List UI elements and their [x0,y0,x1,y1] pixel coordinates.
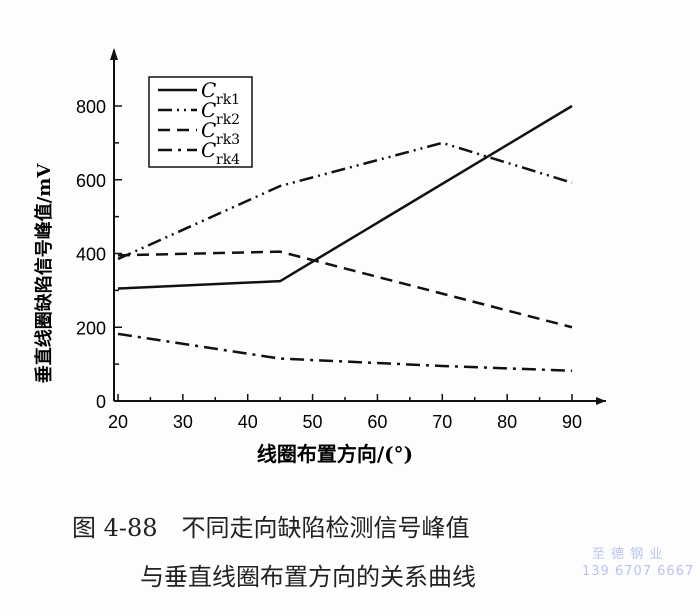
x-tick-label: 20 [108,412,128,432]
x-tick-label: 60 [367,412,387,432]
caption-line-2: 与垂直线圈布置方向的关系曲线 [140,563,476,591]
y-tick-label: 600 [76,171,106,191]
line-chart: 20 30 40 50 60 70 80 90 0 200 400 600 800 线圈布置方向/(°) 垂… [33,48,606,466]
x-tick-label: 50 [303,412,323,432]
x-tick-label: 30 [173,412,193,432]
y-axis-arrow [110,48,118,60]
y-tick-label: 200 [76,318,106,338]
legend-label-crk4: C [201,138,216,162]
legend-label-crk2: C [201,98,216,122]
x-tick-label: 40 [238,412,258,432]
legend-box [148,76,253,168]
x-tick-label: 80 [497,412,517,432]
legend-label-crk1: C [201,78,216,102]
series-line-crk3 [117,250,573,329]
watermark-line-2: 139 6707 6667 [582,564,695,579]
series-line-crk1 [117,104,573,290]
x-tick-label: 70 [432,412,452,432]
legend-label-sub-crk1: rk1 [216,92,240,108]
x-axis-arrow [596,397,606,405]
x-tick-label: 90 [562,412,582,432]
legend-label-sub-crk2: rk2 [216,112,240,128]
y-tick-label: 400 [76,245,106,265]
y-tick-label: 800 [76,97,106,117]
y-axis-label: 垂直线圈缺陷信号峰值/mV [33,163,55,384]
legend-label-sub-crk3: rk3 [216,132,240,148]
watermark-line-1: 至 德 钢 业 [592,547,664,562]
legend-label-crk3: C [201,118,216,142]
caption-line-1: 图 4-88 不同走向缺陷检测信号峰值 [72,514,470,542]
series-line-crk4 [117,332,573,373]
legend-label-sub-crk4: rk4 [216,152,240,168]
y-tick-label: 0 [96,392,106,412]
x-axis-label: 线圈布置方向/(°) [257,442,413,466]
